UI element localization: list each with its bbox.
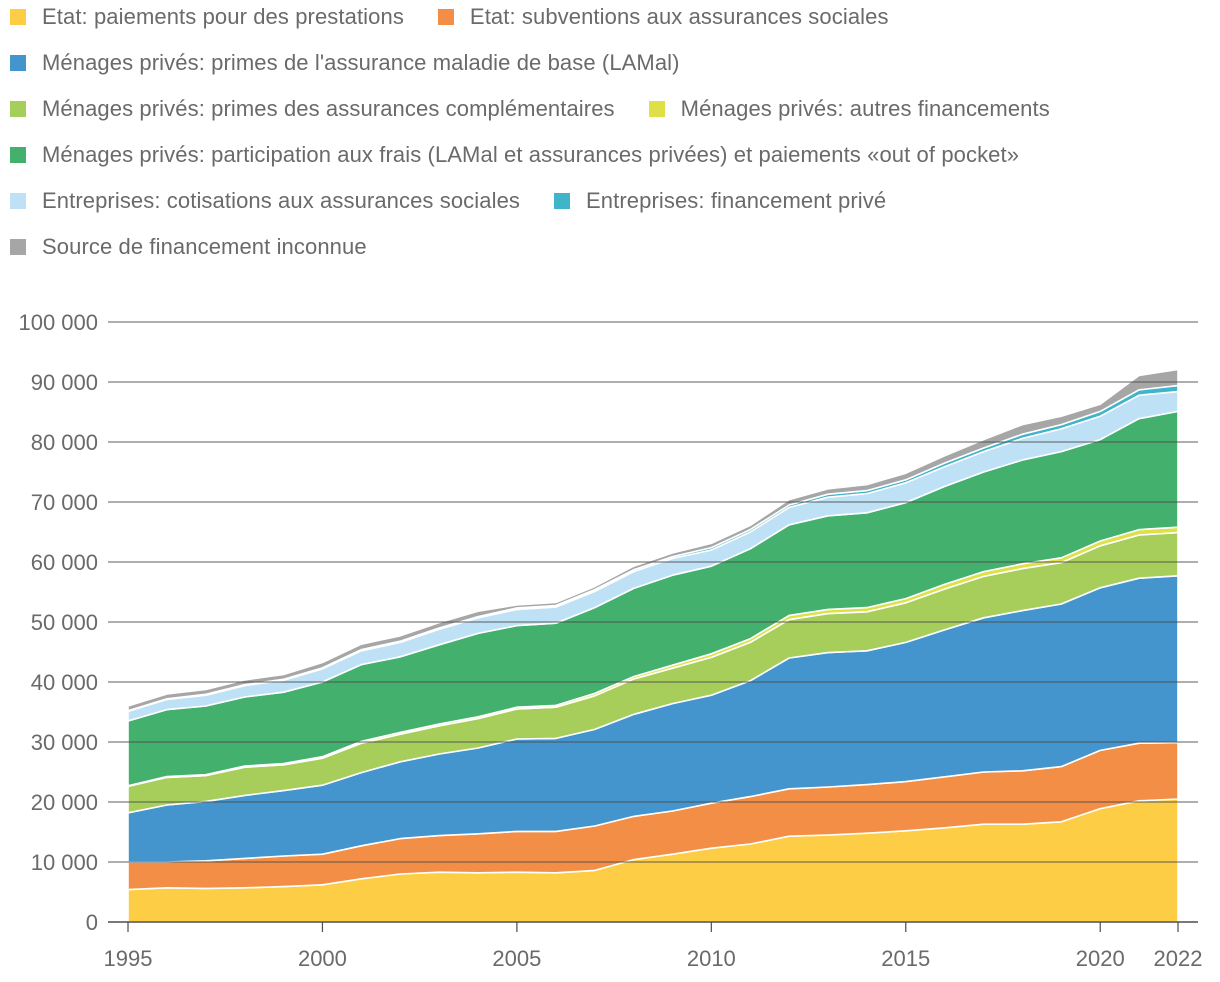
y-tick-label: 20 000 <box>31 790 98 815</box>
legend-swatch <box>10 239 26 255</box>
y-tick-label: 10 000 <box>31 850 98 875</box>
y-tick-label: 30 000 <box>31 730 98 755</box>
legend-row: Ménages privés: primes des assurances co… <box>10 86 1210 132</box>
legend-item: Etat: subventions aux assurances sociale… <box>437 4 889 30</box>
x-tick-label: 2020 <box>1076 946 1125 971</box>
x-tick-label: 2000 <box>298 946 347 971</box>
y-tick-label: 60 000 <box>31 550 98 575</box>
gridlines <box>108 321 1198 923</box>
legend-swatch <box>10 9 26 25</box>
legend-label: Ménages privés: primes de l'assurance ma… <box>42 50 680 75</box>
legend-item: Source de financement inconnue <box>10 234 367 260</box>
legend-swatch <box>10 55 26 71</box>
legend-item: Entreprises: cotisations aux assurances … <box>10 188 520 214</box>
area-series-9 <box>127 368 1179 712</box>
legend-item: Ménages privés: autres financements <box>648 96 1050 122</box>
legend-item: Entreprises: financement privé <box>554 188 886 214</box>
legend-swatch <box>437 9 454 25</box>
y-axis: 0 10 000 20 000 30 000 40 000 50 000 60 000 70 … <box>18 310 98 935</box>
legend-row: Entreprises: cotisations aux assurances … <box>10 178 1210 224</box>
x-tick-label: 2010 <box>687 946 736 971</box>
x-tick-label: 2005 <box>492 946 541 971</box>
legend-label: Ménages privés: autres financements <box>680 96 1050 121</box>
legend-swatch <box>10 193 26 209</box>
legend-label: Entreprises: cotisations aux assurances … <box>42 188 521 213</box>
legend-item: Ménages privés: primes de l'assurance ma… <box>10 50 680 76</box>
x-axis: 1995 2000 2005 2010 2015 2020 2022 <box>104 922 1203 971</box>
y-tick-label: 40 000 <box>31 670 98 695</box>
legend-label: Ménages privés: participation aux frais … <box>42 142 1020 167</box>
legend-label: Entreprises: financement privé <box>586 188 887 213</box>
x-tick-label: 2022 <box>1154 946 1203 971</box>
legend-item: Ménages privés: participation aux frais … <box>10 142 1019 168</box>
x-tick-label: 2015 <box>881 946 930 971</box>
y-tick-label: 50 000 <box>31 610 98 635</box>
legend-row: Source de financement inconnue <box>10 224 1210 270</box>
legend-label: Source de financement inconnue <box>42 234 367 259</box>
legend-label: Ménages privés: primes des assurances co… <box>42 96 615 121</box>
y-tick-label: 70 000 <box>31 490 98 515</box>
x-tick-label: 1995 <box>104 946 153 971</box>
stacked-areas <box>127 368 1179 923</box>
legend-swatch <box>10 101 26 117</box>
legend-item: Etat: paiements pour des prestations <box>10 4 404 30</box>
legend-row: Ménages privés: participation aux frais … <box>10 132 1210 178</box>
y-tick-label: 100 000 <box>18 310 98 335</box>
legend-swatch <box>554 193 571 209</box>
legend-swatch <box>648 101 665 117</box>
y-tick-label: 90 000 <box>31 370 98 395</box>
legend-label: Etat: subventions aux assurances sociale… <box>469 4 889 29</box>
legend-row: Etat: paiements pour des prestations Etat… <box>10 0 1210 40</box>
legend-item: Ménages privés: primes des assurances co… <box>10 96 615 122</box>
legend-row: Ménages privés: primes de l'assurance ma… <box>10 40 1210 86</box>
y-tick-label: 0 <box>86 910 98 935</box>
y-tick-label: 80 000 <box>31 430 98 455</box>
legend: Etat: paiements pour des prestations Etat… <box>10 0 1210 270</box>
legend-label: Etat: paiements pour des prestations <box>42 4 404 29</box>
legend-swatch <box>10 147 26 163</box>
